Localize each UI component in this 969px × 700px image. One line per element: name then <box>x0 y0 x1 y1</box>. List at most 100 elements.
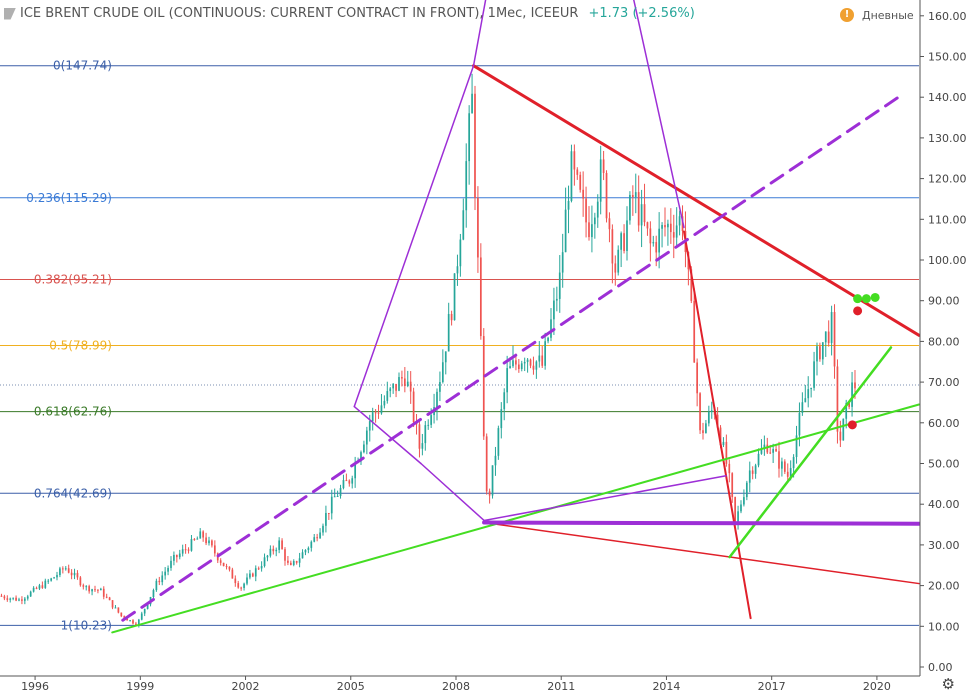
price-tick-label: 30.00 <box>928 539 960 552</box>
trend-line[interactable] <box>111 403 920 634</box>
candle-body <box>269 548 272 556</box>
candle-body <box>836 366 839 432</box>
signal-dot <box>870 292 880 302</box>
candle-body <box>208 540 210 544</box>
candle-body <box>748 470 751 483</box>
price-axis: 0.00 10.00 20.00 30.00 40.00 50.00 60.00 70.00 8… <box>919 0 969 696</box>
trend-line[interactable] <box>682 230 752 620</box>
trend-line[interactable] <box>728 346 893 559</box>
trend-line[interactable] <box>483 521 920 585</box>
trend-line[interactable] <box>121 93 903 622</box>
candle-body <box>792 456 795 469</box>
candle-body <box>181 549 184 554</box>
candle-body <box>88 586 91 592</box>
interval-indicator[interactable]: ! Дневные <box>840 8 914 22</box>
fibonacci-levels <box>0 65 919 626</box>
candle-body <box>532 365 535 370</box>
candle-body <box>424 425 427 444</box>
candle-body <box>158 580 161 583</box>
candle-body <box>728 463 731 474</box>
price-tick-label: 130.00 <box>928 132 967 145</box>
interval-label[interactable]: Дневные <box>862 8 914 22</box>
candle-body <box>9 598 12 600</box>
warning-icon[interactable]: ! <box>840 8 854 22</box>
trend-line[interactable] <box>420 462 485 522</box>
candle-body <box>3 596 6 599</box>
candle-body <box>605 172 608 219</box>
candle-body <box>614 263 617 273</box>
signal-dot <box>847 420 857 430</box>
price-tick-label: 90.00 <box>928 295 960 308</box>
candle-body <box>231 569 234 579</box>
candle-body <box>15 597 17 601</box>
candle-body <box>810 387 813 390</box>
candle-body <box>678 216 681 226</box>
candle-body <box>821 342 824 360</box>
trend-line[interactable] <box>472 0 506 67</box>
candle-body <box>851 382 853 407</box>
candle-body <box>523 361 526 364</box>
candle-body <box>453 273 456 321</box>
candle-body <box>699 393 701 431</box>
candle-body <box>629 194 631 221</box>
candle-body <box>132 620 134 624</box>
candle-body <box>73 572 76 576</box>
candle-body <box>102 588 105 597</box>
price-tick-label: 150.00 <box>928 51 967 64</box>
price-tick-label: 160.00 <box>928 10 967 23</box>
candle-body <box>751 470 754 474</box>
candle-body <box>284 549 286 561</box>
trend-line[interactable] <box>472 64 921 337</box>
candle-body <box>35 587 38 589</box>
candle-body <box>120 612 123 617</box>
candle-body <box>38 585 41 589</box>
trend-line[interactable] <box>610 0 685 229</box>
candle-body <box>775 449 777 452</box>
candle-body <box>202 531 205 538</box>
candle-body <box>468 113 471 162</box>
candle-body <box>392 383 395 389</box>
signal-dot <box>853 306 863 316</box>
trend-line[interactable] <box>353 64 475 408</box>
candle-body <box>745 482 748 498</box>
candle-body <box>272 548 275 552</box>
candle-body <box>693 300 696 363</box>
candle-body <box>626 220 628 251</box>
candle-body <box>135 623 137 626</box>
candle-body <box>763 444 766 450</box>
candle-body <box>541 355 544 366</box>
candle-body <box>243 583 245 588</box>
candle-body <box>781 461 783 469</box>
candle-body <box>731 473 734 498</box>
candle-body <box>205 537 207 544</box>
candle-body <box>377 412 380 414</box>
candle-body <box>211 540 213 546</box>
candle-body <box>339 488 342 496</box>
candle-body <box>190 539 193 551</box>
candle-body <box>29 591 32 597</box>
candle-body <box>778 451 780 469</box>
fib-level-label: 0.5(78.99) <box>49 339 112 353</box>
fib-level-label: 0.382(95.21) <box>34 272 112 286</box>
candle-body <box>319 532 321 539</box>
candle-body <box>669 223 672 233</box>
trend-line[interactable] <box>482 520 921 526</box>
trend-line[interactable] <box>353 405 422 465</box>
candle-body <box>535 361 538 370</box>
candle-body <box>573 151 576 170</box>
candle-body <box>702 430 704 434</box>
candle-body <box>588 222 590 238</box>
time-tick-label: 1996 <box>21 680 49 693</box>
symbol-title[interactable]: ICE BRENT CRUDE OIL (CONTINUOUS: CURRENT… <box>20 6 579 21</box>
candle-body <box>97 589 99 591</box>
candle-body <box>333 496 336 498</box>
candle-body <box>427 424 430 426</box>
fib-level-label: 0.236(115.29) <box>26 191 112 205</box>
candle-body <box>737 511 739 523</box>
settings-icon[interactable]: ⚙ <box>941 675 955 693</box>
candle-body <box>85 586 88 588</box>
candle-body <box>658 228 661 253</box>
trend-line[interactable] <box>483 474 727 522</box>
